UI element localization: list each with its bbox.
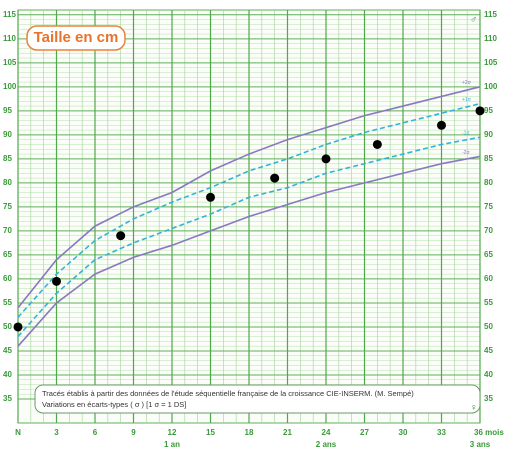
y-tick-label: 45 [3,346,12,355]
y-tick-label: 70 [3,226,12,235]
x-tick-label: 33 [437,428,446,437]
measurement-dot [475,106,485,116]
y-tick-label-right: 55 [484,298,493,307]
measurement-dot [116,231,126,241]
x-tick-label: 24 [322,428,331,437]
y-tick-label: 90 [3,130,12,139]
note-box [34,384,481,414]
y-tick-label-right: 90 [484,130,493,139]
measurement-dot [270,173,280,183]
x-tick-label: 30 [399,428,408,437]
sex-symbol: ♀ [470,403,478,414]
y-tick-label: 50 [3,322,12,331]
y-tick-label: 40 [3,370,12,379]
x-sublabel: 2 ans [316,440,337,449]
y-tick-label: 115 [3,10,16,19]
x-tick-label: 18 [245,428,254,437]
measurement-dot [206,192,215,202]
y-tick-label: 110 [3,34,16,43]
curve-label: +2σ [462,80,472,86]
y-tick-label-right: 35 [484,394,493,403]
curve [17,86,481,309]
y-tick-label: 60 [3,274,12,283]
y-tick-label: 95 [3,106,12,115]
x-tick-label: 21 [283,428,292,437]
x-tick-label: 27 [360,428,369,437]
x-tick-label: N [15,428,21,437]
measurement-dot [437,120,446,130]
y-tick-label: 35 [3,394,12,403]
chart-title: Taille en cm [34,29,119,46]
note-line: Variations en écarts-types ( σ ) [1 σ = … [42,400,186,409]
y-tick-label-right: 60 [484,274,493,283]
y-tick-label-right: 40 [484,370,493,379]
y-tick-label-right: 70 [484,226,493,235]
y-tick-label: 75 [3,202,12,211]
x-tick-label: 6 [93,428,98,437]
y-tick-label: 80 [3,178,12,187]
x-tick-label: 9 [131,428,136,437]
title-box [26,25,126,51]
y-tick-label: 55 [3,298,12,307]
x-tick-label: 12 [168,428,177,437]
y-tick-label: 85 [3,154,12,163]
x-tick-label: 3 [54,428,59,437]
y-tick-label: 65 [3,250,12,259]
y-tick-label: 100 [3,82,17,91]
y-tick-label-right: 80 [484,178,493,187]
curve-label: -1σ [462,131,470,137]
y-tick-label-right: 45 [484,346,493,355]
curve [17,155,481,347]
curve [17,136,481,338]
x-tick-label: 15 [206,428,215,437]
curve [17,102,481,318]
y-tick-label-right: 105 [484,58,498,67]
y-tick-label-right: 85 [484,154,493,163]
curve-label: +1σ [462,97,472,103]
measurement-dot [52,276,61,286]
measurement-dot [13,322,23,332]
measurement-dot [372,139,382,149]
note-line: Tracés établis à partir des données de l… [42,389,414,398]
measurement-dot [321,154,331,164]
y-tick-label-right: 75 [484,202,493,211]
y-tick-label-right: 115 [484,10,497,19]
y-tick-label-right: 50 [484,322,493,331]
x-sublabel: 1 an [164,440,180,449]
y-tick-label-right: 95 [484,106,493,115]
y-tick-label: 105 [3,58,17,67]
curve-label: -2σ [462,150,470,156]
y-tick-label-right: 65 [484,250,493,259]
y-tick-label-right: 110 [484,34,497,43]
x-tick-label: 36 mois [474,428,504,437]
sex-symbol: ♂ [470,15,478,26]
y-tick-label-right: 100 [484,82,498,91]
x-sublabel: 3 ans [470,440,491,449]
